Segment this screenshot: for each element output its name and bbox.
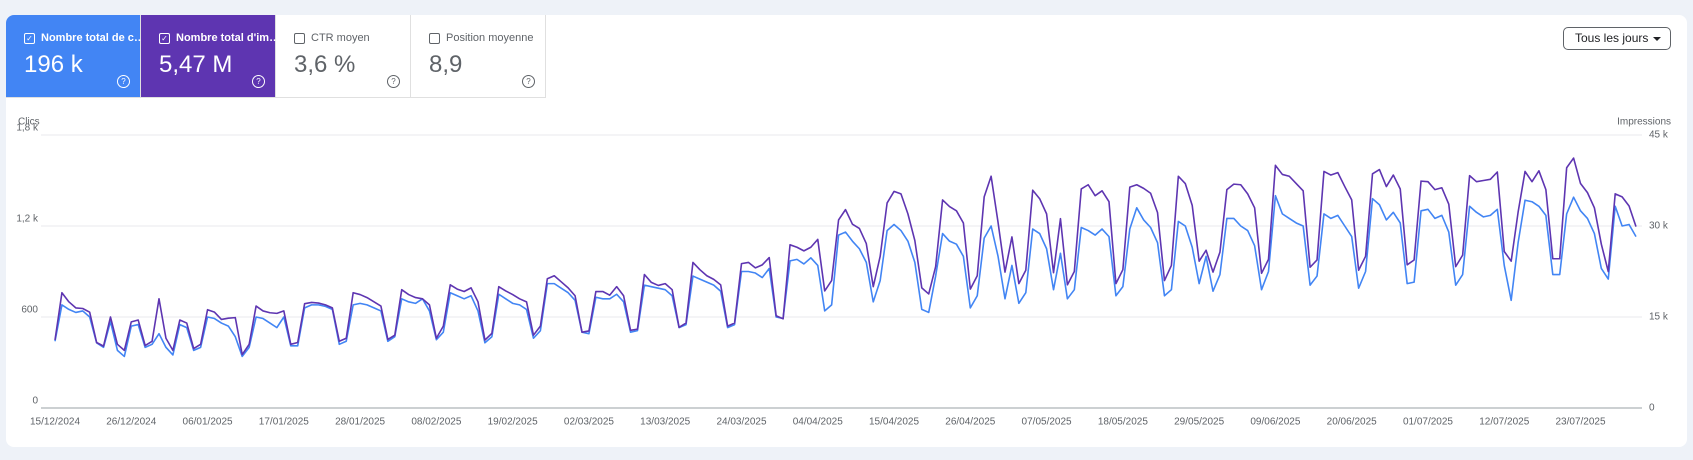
- y-tick-label: 600: [21, 305, 38, 316]
- help-icon[interactable]: ?: [387, 75, 400, 88]
- performance-card: ✓ Nombre total de c… 196 k ? ✓ Nombre tota…: [6, 15, 1687, 447]
- metric-value: 3,6 %: [294, 51, 356, 78]
- x-tick-label: 09/06/2025: [1250, 417, 1300, 428]
- y2-axis-title: Impressions: [1617, 117, 1671, 128]
- x-tick-label: 19/02/2025: [488, 417, 538, 428]
- x-tick-label: 28/01/2025: [335, 417, 385, 428]
- x-tick-label: 15/04/2025: [869, 417, 919, 428]
- y-tick-label: 1,8 k: [16, 123, 39, 134]
- metric-tile[interactable]: Position moyenne 8,9 ?: [411, 15, 546, 98]
- checkbox[interactable]: ✓: [159, 32, 170, 44]
- metric-label: CTR moyen: [311, 32, 370, 44]
- checkbox[interactable]: [429, 32, 440, 44]
- x-tick-label: 29/05/2025: [1174, 417, 1224, 428]
- y-tick-label: 1,2 k: [16, 214, 39, 225]
- x-tick-label: 26/12/2024: [106, 417, 156, 428]
- metric-value: 196 k: [24, 51, 83, 78]
- metric-label: Position moyenne: [446, 32, 534, 44]
- x-tick-label: 24/03/2025: [716, 417, 766, 428]
- metric-label-row: ✓ Nombre total de c…: [24, 32, 145, 44]
- metric-label-row: Position moyenne: [429, 32, 533, 44]
- period-dropdown[interactable]: Tous les jours: [1563, 27, 1671, 50]
- x-tick-label: 04/04/2025: [793, 417, 843, 428]
- y-tick-label: 0: [32, 396, 38, 407]
- x-tick-label: 18/05/2025: [1098, 417, 1148, 428]
- metric-value: 5,47 M: [159, 51, 233, 78]
- x-tick-label: 15/12/2024: [30, 417, 80, 428]
- series-line: [54, 157, 1637, 356]
- x-tick-label: 23/07/2025: [1555, 417, 1605, 428]
- checkbox[interactable]: ✓: [24, 32, 35, 44]
- x-tick-label: 07/05/2025: [1022, 417, 1072, 428]
- series-line: [54, 194, 1637, 358]
- metric-label: Nombre total d'im…: [176, 32, 281, 44]
- x-tick-label: 20/06/2025: [1327, 417, 1377, 428]
- metric-label: Nombre total de c…: [41, 32, 145, 44]
- dropdown-label: Tous les jours: [1575, 31, 1649, 45]
- x-tick-label: 13/03/2025: [640, 417, 690, 428]
- metric-tile[interactable]: CTR moyen 3,6 % ?: [276, 15, 411, 98]
- x-tick-label: 01/07/2025: [1403, 417, 1453, 428]
- metric-tile[interactable]: ✓ Nombre total de c… 196 k ?: [6, 15, 145, 98]
- metric-label-row: ✓ Nombre total d'im…: [159, 32, 280, 44]
- y2-tick-label: 45 k: [1649, 130, 1669, 141]
- metric-tile[interactable]: ✓ Nombre total d'im… 5,47 M ?: [141, 15, 280, 98]
- metric-label-row: CTR moyen: [294, 32, 370, 44]
- help-icon[interactable]: ?: [117, 75, 130, 88]
- y2-tick-label: 15 k: [1649, 312, 1669, 323]
- help-icon[interactable]: ?: [252, 75, 265, 88]
- help-icon[interactable]: ?: [522, 75, 535, 88]
- x-tick-label: 02/03/2025: [564, 417, 614, 428]
- y2-tick-label: 30 k: [1649, 221, 1669, 232]
- x-tick-label: 08/02/2025: [411, 417, 461, 428]
- y2-tick-label: 0: [1649, 403, 1655, 414]
- dropdown-arrow: [1653, 37, 1661, 41]
- checkbox[interactable]: [294, 32, 305, 44]
- metric-value: 8,9: [429, 51, 463, 78]
- x-tick-label: 17/01/2025: [259, 417, 309, 428]
- x-tick-label: 06/01/2025: [183, 417, 233, 428]
- x-tick-label: 12/07/2025: [1479, 417, 1529, 428]
- x-tick-label: 26/04/2025: [945, 417, 995, 428]
- y-axis-title: Clics: [18, 117, 40, 128]
